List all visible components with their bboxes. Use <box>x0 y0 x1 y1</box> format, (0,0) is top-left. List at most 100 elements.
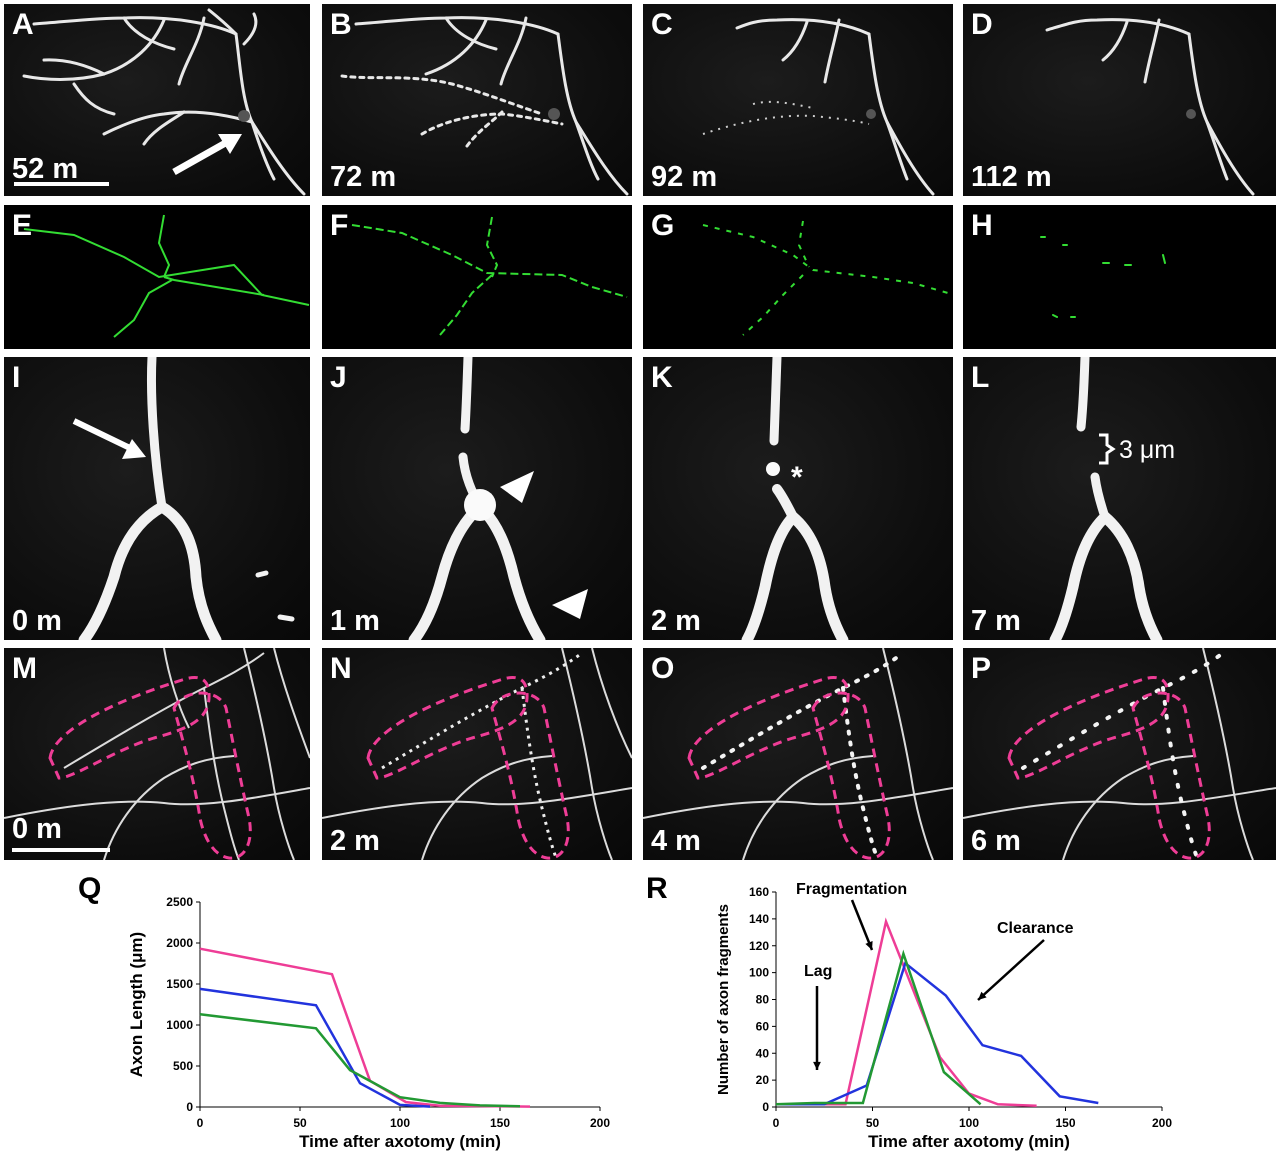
axon-field-O <box>643 648 953 860</box>
annotation-lag: Lag <box>804 963 832 980</box>
series-line-3 <box>199 1013 521 1108</box>
axon-field-P <box>963 648 1276 860</box>
y-tick-label: 20 <box>756 1073 770 1087</box>
series-line-1 <box>776 917 1037 1107</box>
chart-axon-fragments: 0 20 40 60 80 100 120 140 160 0 50 100 150 200 Time af… <box>715 881 1172 1151</box>
panel-letter: P <box>971 652 992 685</box>
panel-J: J 1 m <box>322 357 632 640</box>
time-label: 0 m <box>12 813 62 845</box>
series-line-1 <box>199 947 531 1108</box>
series-line-2 <box>199 987 431 1108</box>
time-label: 92 m <box>651 161 718 193</box>
x-tick-label: 0 <box>197 1116 204 1130</box>
x-tick-label: 100 <box>390 1116 410 1130</box>
x-tick-label: 150 <box>490 1116 510 1130</box>
y-tick-label: 2000 <box>166 936 193 950</box>
y-tick-label: 1500 <box>166 977 193 991</box>
x-tick-label: 100 <box>959 1116 979 1130</box>
panel-letter: H <box>971 209 993 242</box>
x-tick-label: 200 <box>1152 1116 1172 1130</box>
x-tick-label: 0 <box>773 1116 780 1130</box>
y-tick-label: 0 <box>186 1100 193 1114</box>
y-tick-label: 500 <box>173 1059 193 1073</box>
axon-field-M <box>4 648 310 860</box>
panel-letter: E <box>12 209 33 242</box>
panel-letter: M <box>12 652 37 685</box>
axon-trace-H <box>1040 236 1166 318</box>
scale-bar <box>14 182 109 186</box>
bracket-icon <box>1099 433 1116 465</box>
series-line-2 <box>776 961 1099 1106</box>
neuron-image-B <box>340 16 629 196</box>
axon-trace-G <box>702 220 949 336</box>
panel-letter: I <box>12 361 21 394</box>
arrow-icon <box>72 418 146 459</box>
panel-letter: A <box>12 8 34 41</box>
panel-H: H <box>963 205 1276 349</box>
x-tick-label: 50 <box>866 1116 880 1130</box>
axon-closeup-I <box>72 357 295 640</box>
axon-closeup-K: * <box>741 357 849 640</box>
arrow-clearance-icon-head <box>978 991 987 1000</box>
y-axis-title: Axon Length (μm) <box>127 932 146 1077</box>
panel-M: M 0 m <box>4 648 310 860</box>
panel-letter: O <box>651 652 675 685</box>
chart-axon-length: 0 500 1000 1500 2000 2500 0 50 100 150 200 Time aft… <box>127 895 610 1151</box>
annotation-clearance: Clearance <box>997 920 1074 937</box>
gap-length-label: 3 μm <box>1119 436 1175 464</box>
panel-letter: J <box>330 361 347 394</box>
panel-B: B 72 m <box>322 4 632 196</box>
panel-C: C 92 m <box>643 4 953 196</box>
time-label: 2 m <box>330 825 380 857</box>
y-tick-label: 40 <box>756 1046 770 1060</box>
neuron-image-D <box>1045 18 1255 196</box>
chart-letter-R: R <box>646 872 668 905</box>
arrow-icon <box>172 134 242 176</box>
panel-G: G <box>643 205 953 349</box>
time-label: 72 m <box>330 161 397 193</box>
series-line-3 <box>775 949 982 1106</box>
time-label: 7 m <box>971 605 1021 637</box>
panel-letter: C <box>651 8 673 41</box>
panel-letter: D <box>971 8 993 41</box>
y-tick-label: 160 <box>749 885 769 899</box>
x-tick-label: 150 <box>1055 1116 1075 1130</box>
axon-closeup-J <box>408 357 588 640</box>
time-label: 2 m <box>651 605 701 637</box>
neuron-image-C <box>702 18 935 196</box>
y-tick-label: 80 <box>756 993 770 1007</box>
arrow-fragmentation-icon-head <box>865 941 873 950</box>
time-label: 4 m <box>651 825 701 857</box>
panel-D: D 112 m <box>963 4 1276 196</box>
panel-P: P 6 m <box>963 648 1276 860</box>
axon-trace-E <box>23 214 310 338</box>
arrow-fragmentation-icon <box>850 899 874 951</box>
arrow-clearance-icon <box>977 939 1045 1001</box>
panel-letter: L <box>971 361 990 394</box>
y-tick-label: 0 <box>762 1100 769 1114</box>
panel-letter: B <box>330 8 352 41</box>
y-tick-label: 1000 <box>166 1018 193 1032</box>
arrow-lag-icon-head <box>813 1061 821 1070</box>
axon-field-N <box>322 648 632 860</box>
y-tick-label: 100 <box>749 966 769 980</box>
x-tick-label: 50 <box>293 1116 307 1130</box>
panel-letter: G <box>651 209 675 242</box>
panel-L: 3 μm L 7 m <box>963 357 1276 640</box>
panel-N: N 2 m <box>322 648 632 860</box>
axon-closeup-L: 3 μm <box>1049 357 1175 640</box>
time-label: 1 m <box>330 605 380 637</box>
panel-O: O 4 m <box>643 648 953 860</box>
panel-E: E <box>4 205 310 349</box>
y-tick-label: 140 <box>749 912 769 926</box>
panel-A: A 52 m <box>4 4 310 196</box>
panel-letter: K <box>651 361 673 394</box>
panel-I: I 0 m <box>4 357 310 640</box>
y-tick-label: 60 <box>756 1019 770 1033</box>
panel-letter: N <box>330 652 352 685</box>
y-tick-label: 120 <box>749 939 769 953</box>
time-label: 112 m <box>971 161 1052 193</box>
time-label: 52 m <box>12 153 79 185</box>
panel-letter: F <box>330 209 349 242</box>
y-tick-label: 2500 <box>166 895 193 909</box>
